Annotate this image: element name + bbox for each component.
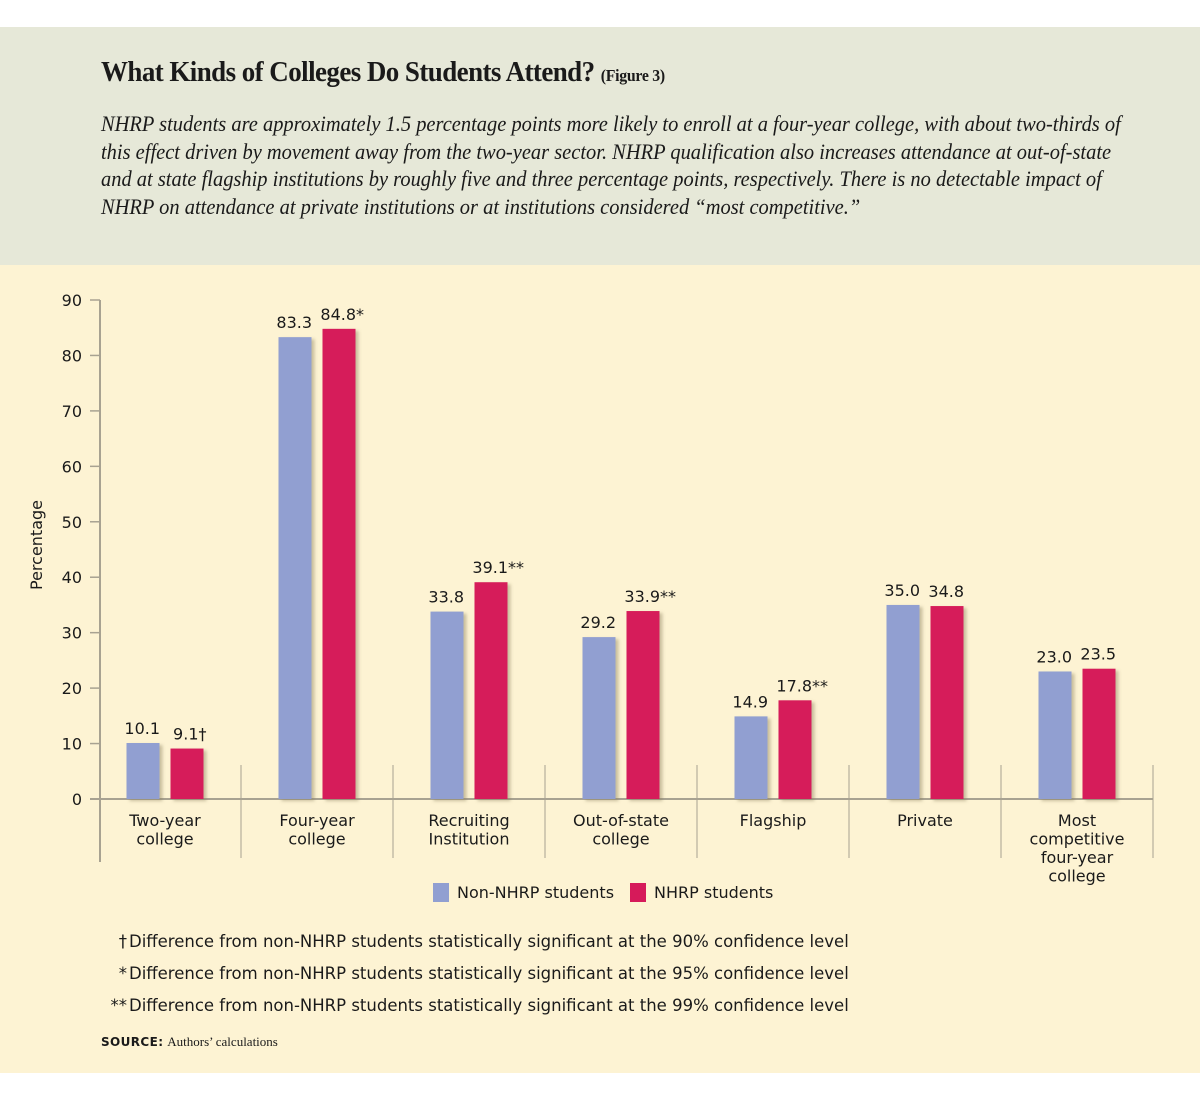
x-tick-label: Two-year (128, 811, 201, 830)
footnotes: † Difference from non-NHRP students stati… (100, 926, 849, 1022)
y-tick-label: 80 (62, 346, 82, 365)
x-tick-label: Out-of-state (573, 811, 669, 830)
x-tick-label: college (1048, 867, 1105, 886)
y-tick-label: 40 (62, 568, 82, 587)
bar-non-nhrp (734, 716, 768, 799)
data-label: 9.1† (173, 725, 206, 744)
data-label: 23.0 (1036, 647, 1072, 666)
footnote-90: † Difference from non-NHRP students stati… (100, 926, 849, 958)
bar-non-nhrp (1038, 671, 1072, 799)
data-label: 17.8** (776, 676, 828, 695)
data-label: 34.8 (928, 582, 964, 601)
bar-nhrp (778, 700, 812, 799)
data-label: 14.9 (732, 692, 768, 711)
bar-nhrp (170, 748, 204, 799)
y-tick-label: 50 (62, 513, 82, 532)
y-tick-label: 90 (62, 291, 82, 310)
source-note: SOURCE: Authors’ calculations (101, 1034, 278, 1050)
y-tick-label: 20 (62, 679, 82, 698)
legend-item-nhrp: NHRP students (630, 883, 773, 902)
legend-label-nhrp: NHRP students (654, 883, 774, 902)
legend-swatch-nhrp (630, 883, 647, 902)
data-label: 29.2 (580, 613, 616, 632)
title-text: What Kinds of Colleges Do Students Atten… (101, 56, 595, 88)
y-tick-label: 0 (72, 790, 82, 809)
footnote-95: * Difference from non-NHRP students stati… (100, 958, 849, 990)
x-tick-label: college (592, 830, 649, 849)
x-tick-label: competitive (1030, 830, 1125, 849)
bar-non-nhrp (278, 337, 312, 799)
y-tick-label: 60 (62, 457, 82, 476)
bar-nhrp (474, 582, 508, 799)
y-tick-label: 10 (62, 735, 82, 754)
x-tick-label: college (288, 830, 345, 849)
legend-item-non-nhrp: Non-NHRP students (433, 883, 614, 902)
bar-nhrp (322, 328, 356, 799)
bar-nhrp (1082, 668, 1116, 799)
footnote-text: Difference from non-NHRP students statis… (129, 964, 849, 983)
x-tick-label: Institution (429, 830, 510, 849)
y-tick-label: 70 (62, 402, 82, 421)
footnote-mark: ** (110, 996, 128, 1015)
legend-label-non-nhrp: Non-NHRP students (457, 883, 615, 902)
data-label: 39.1** (472, 558, 524, 577)
data-label: 23.5 (1080, 645, 1116, 664)
x-tick-label: Most (1058, 811, 1096, 830)
bar-layer (126, 328, 1116, 799)
bar-nhrp (626, 611, 660, 799)
data-label: 84.8* (320, 305, 364, 324)
legend-swatch-non-nhrp (433, 883, 449, 902)
source-text: Authors’ calculations (167, 1034, 278, 1049)
chart-title: What Kinds of Colleges Do Students Atten… (101, 56, 665, 89)
x-tick-label: college (136, 830, 193, 849)
x-tick-label: Private (897, 811, 953, 830)
bar-non-nhrp (886, 604, 920, 799)
chart-subtitle: NHRP students are approximately 1.5 perc… (101, 111, 1121, 219)
bar-non-nhrp (582, 637, 616, 799)
figure-label: (Figure 3) (600, 66, 665, 85)
data-label: 33.9** (624, 587, 676, 606)
y-tick-label: 30 (62, 624, 82, 643)
header-band (0, 27, 1200, 265)
source-label: SOURCE: (101, 1035, 164, 1049)
bar-nhrp (930, 606, 964, 799)
axis-layer: 0 10 20 30 40 50 60 70 80 90 (62, 291, 1154, 862)
footnote-mark: † (118, 932, 127, 951)
footnote-text: Difference from non-NHRP students statis… (129, 996, 849, 1015)
footnote-mark: * (118, 964, 127, 983)
x-tick-label: Flagship (740, 811, 807, 830)
legend: Non-NHRP students NHRP students (433, 883, 789, 902)
footnote-99: ** Difference from non-NHRP students stat… (100, 990, 849, 1022)
bar-non-nhrp (126, 743, 160, 799)
data-label: 35.0 (884, 581, 920, 600)
y-axis-label: Percentage (27, 500, 46, 590)
bar-non-nhrp (430, 611, 464, 799)
data-label: 83.3 (276, 313, 312, 332)
x-tick-label: Recruiting (428, 811, 509, 830)
data-label: 10.1 (124, 719, 160, 738)
footnote-text: Difference from non-NHRP students statis… (129, 932, 849, 951)
x-tick-label: four-year (1041, 848, 1114, 867)
x-tick-label: Four-year (279, 811, 355, 830)
data-label: 33.8 (428, 588, 464, 607)
